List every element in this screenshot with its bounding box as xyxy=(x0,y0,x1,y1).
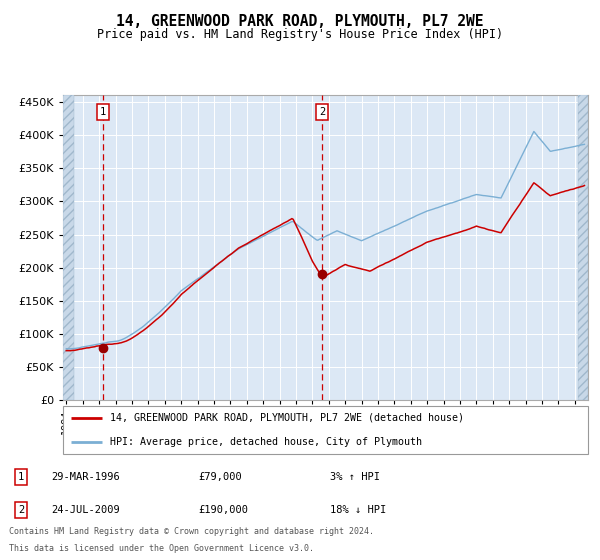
Text: Contains HM Land Registry data © Crown copyright and database right 2024.: Contains HM Land Registry data © Crown c… xyxy=(9,528,374,536)
Text: 14, GREENWOOD PARK ROAD, PLYMOUTH, PL7 2WE: 14, GREENWOOD PARK ROAD, PLYMOUTH, PL7 2… xyxy=(116,14,484,29)
FancyBboxPatch shape xyxy=(63,406,588,454)
Bar xyxy=(63,95,74,400)
Text: HPI: Average price, detached house, City of Plymouth: HPI: Average price, detached house, City… xyxy=(110,437,422,447)
Text: 2: 2 xyxy=(18,505,24,515)
Text: £79,000: £79,000 xyxy=(198,472,242,482)
Text: 29-MAR-1996: 29-MAR-1996 xyxy=(51,472,120,482)
Text: 3% ↑ HPI: 3% ↑ HPI xyxy=(330,472,380,482)
Text: £190,000: £190,000 xyxy=(198,505,248,515)
Text: 24-JUL-2009: 24-JUL-2009 xyxy=(51,505,120,515)
Text: 1: 1 xyxy=(18,472,24,482)
Text: 14, GREENWOOD PARK ROAD, PLYMOUTH, PL7 2WE (detached house): 14, GREENWOOD PARK ROAD, PLYMOUTH, PL7 2… xyxy=(110,413,464,423)
Text: 1: 1 xyxy=(100,107,106,117)
Text: This data is licensed under the Open Government Licence v3.0.: This data is licensed under the Open Gov… xyxy=(9,544,314,553)
Bar xyxy=(578,95,588,400)
Text: Price paid vs. HM Land Registry's House Price Index (HPI): Price paid vs. HM Land Registry's House … xyxy=(97,28,503,41)
Text: 18% ↓ HPI: 18% ↓ HPI xyxy=(330,505,386,515)
Text: 2: 2 xyxy=(319,107,325,117)
